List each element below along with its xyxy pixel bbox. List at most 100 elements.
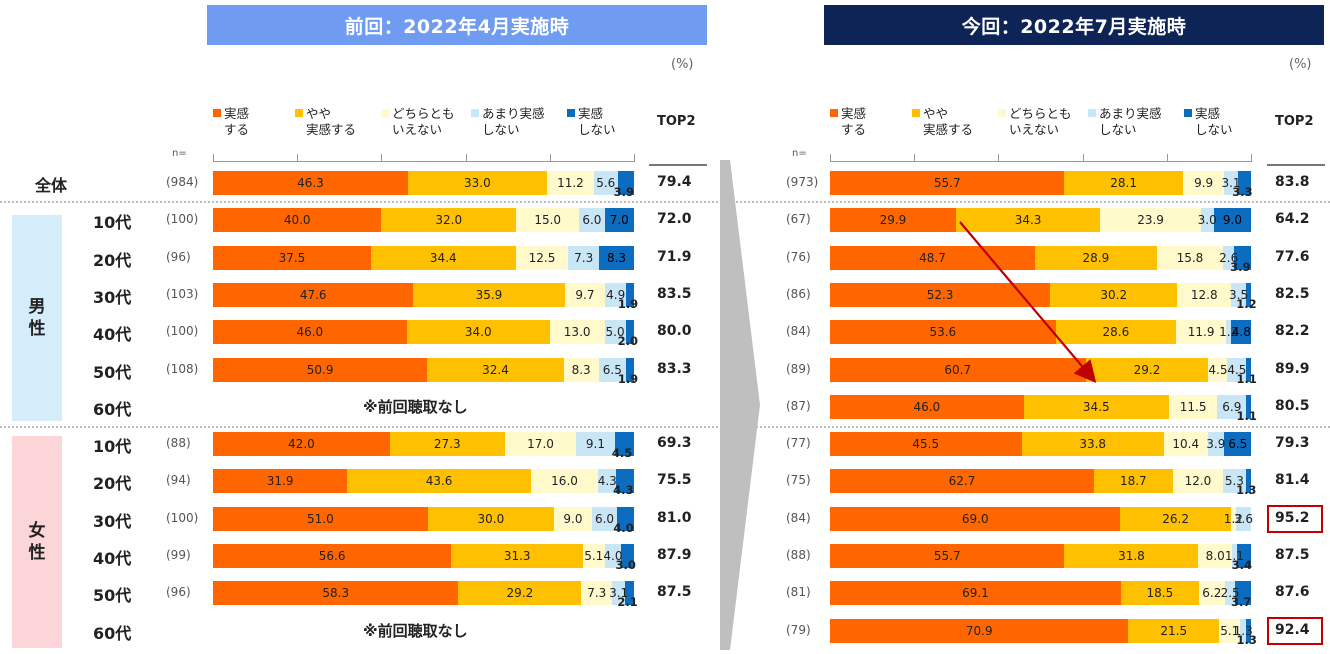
curr-value-label: 29.2 xyxy=(1133,362,1161,377)
curr-value-label: 3.0 xyxy=(1197,213,1217,228)
legend-swatch xyxy=(1184,109,1192,117)
bar-segment-2 xyxy=(427,357,564,382)
bar-segment-4 xyxy=(1240,618,1246,643)
prev-value-label: 11.2 xyxy=(557,176,584,190)
row-label: 10代 xyxy=(93,213,132,233)
curr-value-label: 2.6 xyxy=(1219,250,1239,265)
curr-value-label: 10.4 xyxy=(1172,437,1200,452)
curr-value-label: 69.0 xyxy=(961,511,989,526)
prev-value-label: 7.0 xyxy=(609,213,629,228)
curr-value-label: 31.8 xyxy=(1118,549,1145,563)
bar-segment-4 xyxy=(612,581,626,606)
prev-bar xyxy=(213,544,634,568)
curr-legend-item: どちらとも いえない xyxy=(998,106,1072,138)
bar-segment-3 xyxy=(554,506,592,531)
curr-value-label: 12.8 xyxy=(1190,287,1218,302)
curr-top2-header: TOP2 xyxy=(1275,114,1314,129)
bar-segment-2 xyxy=(1128,618,1219,643)
prev-value-label: 30.0 xyxy=(477,511,505,526)
curr-n-label: n= xyxy=(792,148,807,159)
prev-top2-value: 81.0 xyxy=(657,509,692,526)
prev-value-label: 12.5 xyxy=(528,250,556,265)
prev-row-n: (94) xyxy=(166,473,191,488)
curr-legend-item: やや 実感する xyxy=(912,106,973,138)
prev-no-data-note: ※前回聴取なし xyxy=(363,397,468,416)
prev-value-label: 29.2 xyxy=(506,586,534,601)
male-group-background xyxy=(12,215,62,421)
prev-row-n: (99) xyxy=(166,548,191,562)
prev-value-label: 9.7 xyxy=(575,287,595,302)
prev-value-label: 5.1 xyxy=(584,549,604,563)
bar-segment-2 xyxy=(427,506,554,531)
prev-value-label: 15.0 xyxy=(534,213,562,228)
curr-value-label: 28.6 xyxy=(1102,325,1130,340)
axis-line xyxy=(213,161,634,162)
curr-bar xyxy=(830,432,1252,457)
curr-bar xyxy=(830,544,1251,568)
curr-value-label: 1.3 xyxy=(1233,623,1253,638)
bar-segment-4 xyxy=(1207,432,1225,457)
axis-tick xyxy=(465,154,467,162)
prev-value-label: 17.0 xyxy=(527,437,554,452)
prev-value-label: 3.1 xyxy=(609,586,629,601)
axis-tick xyxy=(830,154,831,162)
bar-segment-1 xyxy=(830,357,1086,382)
bar-segment-3 xyxy=(1177,282,1232,307)
prev-value-label: 32.4 xyxy=(482,362,509,377)
separator-all-male xyxy=(0,201,1330,203)
curr-value-label: 3.9 xyxy=(1230,259,1251,274)
row-label: 50代 xyxy=(93,586,132,606)
bar-segment-3 xyxy=(583,544,605,568)
curr-value-label: 21.5 xyxy=(1160,623,1188,638)
bar-segment-4 xyxy=(1217,394,1247,419)
curr-value-label: 11.9 xyxy=(1187,325,1215,340)
prev-axis xyxy=(213,154,635,162)
curr-value-label: 2.5 xyxy=(1220,586,1240,601)
curr-value-label: 9.0 xyxy=(1222,213,1243,228)
bar-segment-4 xyxy=(576,432,615,457)
bar-segment-2 xyxy=(389,432,505,457)
bar-segment-4 xyxy=(568,245,600,270)
bar-segment-1 xyxy=(830,432,1022,457)
curr-top2-value: 82.5 xyxy=(1275,285,1310,302)
prev-top2-value: 72.0 xyxy=(657,211,692,228)
prev-bar xyxy=(213,320,634,345)
bar-segment-2 xyxy=(1120,506,1231,531)
prev-value-label: 4.0 xyxy=(613,520,634,535)
bar-segment-5 xyxy=(626,357,634,382)
curr-row-n: (89) xyxy=(786,361,811,376)
bar-segment-4 xyxy=(1223,245,1235,270)
bar-segment-1 xyxy=(213,357,428,382)
bar-segment-5 xyxy=(1213,208,1252,233)
curr-bar xyxy=(830,506,1251,531)
curr-value-label: 26.2 xyxy=(1162,511,1189,526)
legend-swatch xyxy=(830,109,838,117)
axis-tick xyxy=(998,154,1000,162)
curr-value-label: 45.5 xyxy=(912,437,940,452)
curr-row-n: (77) xyxy=(786,436,811,451)
curr-bar xyxy=(830,245,1251,270)
prev-top2-header: TOP2 xyxy=(657,114,696,129)
prev-bar xyxy=(213,506,634,531)
curr-value-label: 3.6 xyxy=(1233,511,1253,526)
curr-top2-value: 92.4 xyxy=(1275,621,1310,638)
curr-value-label: 69.1 xyxy=(962,586,989,601)
bar-segment-5 xyxy=(616,469,635,494)
curr-bar xyxy=(830,320,1252,345)
curr-value-label: 46.0 xyxy=(913,399,941,414)
curr-value-label: 1.2 xyxy=(1219,325,1239,340)
prev-value-label: 46.3 xyxy=(297,176,324,190)
prev-row-n: (96) xyxy=(166,585,191,600)
curr-legend-item: 実感 しない xyxy=(1184,106,1233,138)
prev-value-label: 16.0 xyxy=(551,474,578,489)
bar-segment-4 xyxy=(594,171,618,195)
prev-value-label: 8.3 xyxy=(606,250,627,265)
bar-segment-3 xyxy=(564,282,606,307)
bar-segment-5 xyxy=(617,171,634,195)
prev-value-label: 2.0 xyxy=(617,334,638,349)
bar-segment-5 xyxy=(1237,171,1252,195)
prev-bar xyxy=(213,469,635,494)
curr-bar xyxy=(830,618,1252,643)
bar-segment-2 xyxy=(1093,469,1173,494)
